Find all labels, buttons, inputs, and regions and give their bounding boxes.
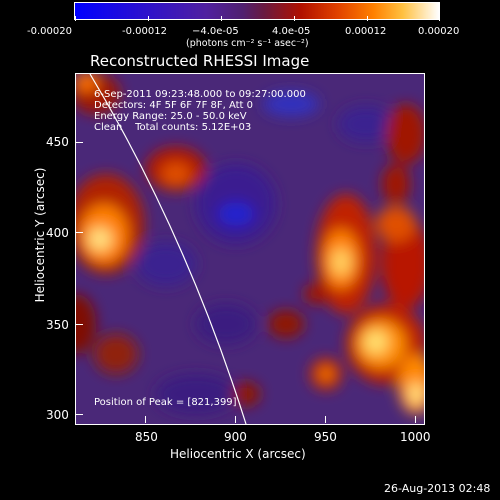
y-axis-label: Heliocentric Y (arcsec): [33, 167, 47, 303]
x-tick: [415, 416, 416, 423]
colorbar-tick: [221, 16, 222, 21]
info-energy-range: Energy Range: 25.0 - 50.0 keV: [94, 111, 247, 122]
colorbar-tick: [75, 16, 76, 21]
y-tick: [76, 414, 83, 415]
colorbar-tick: [148, 16, 149, 21]
y-tick: [76, 324, 83, 325]
solar-limb-curve: [89, 74, 247, 424]
colorbar-tick-label: -0.00020: [27, 26, 72, 37]
y-tick: [76, 142, 83, 143]
x-tick: [235, 416, 236, 423]
x-tick-label: 900: [224, 430, 247, 444]
colorbar-tick-label: 0.00012: [345, 26, 387, 37]
peak-position: Position of Peak = [821,399]: [94, 397, 237, 408]
y-tick-label: 350: [46, 318, 69, 332]
colorbar-tick-label: -0.00012: [122, 26, 167, 37]
colorbar-tick-label: 0.00020: [418, 26, 460, 37]
colorbar-frame: [74, 2, 440, 20]
y-tick: [76, 232, 83, 233]
timestamp-footer: 26-Aug-2013 02:48: [384, 482, 491, 495]
y-tick-label: 400: [46, 226, 69, 240]
info-detectors: Detectors: 4F 5F 6F 7F 8F, Att 0: [94, 100, 254, 111]
x-tick-label: 850: [135, 430, 158, 444]
colorbar-tick: [439, 16, 440, 21]
colorbar-unit-label: (photons cm⁻² s⁻¹ asec⁻²): [186, 38, 309, 49]
colorbar-tick: [294, 16, 295, 21]
colorbar: [74, 2, 440, 20]
info-method: Clean Total counts: 5.12E+03: [94, 122, 252, 133]
y-tick-label: 300: [46, 408, 69, 422]
rhessi-image: [76, 74, 424, 424]
colorbar-tick-label: 4.0e-05: [272, 26, 311, 37]
x-tick-label: 1000: [400, 430, 431, 444]
x-tick: [325, 416, 326, 423]
colorbar-tick-label: −4.0e-05: [192, 26, 239, 37]
plot-frame: [75, 73, 425, 425]
x-axis-label: Heliocentric X (arcsec): [170, 447, 306, 461]
image-title: Reconstructed RHESSI Image: [90, 52, 310, 70]
info-time-range: 6-Sep-2011 09:23:48.000 to 09:27:00.000: [94, 89, 306, 100]
rhessi-image-canvas: [76, 74, 424, 424]
colorbar-gradient: [75, 3, 439, 19]
x-tick: [145, 416, 146, 423]
colorbar-tick: [367, 16, 368, 21]
x-tick-label: 950: [314, 430, 337, 444]
y-tick-label: 450: [46, 135, 69, 149]
